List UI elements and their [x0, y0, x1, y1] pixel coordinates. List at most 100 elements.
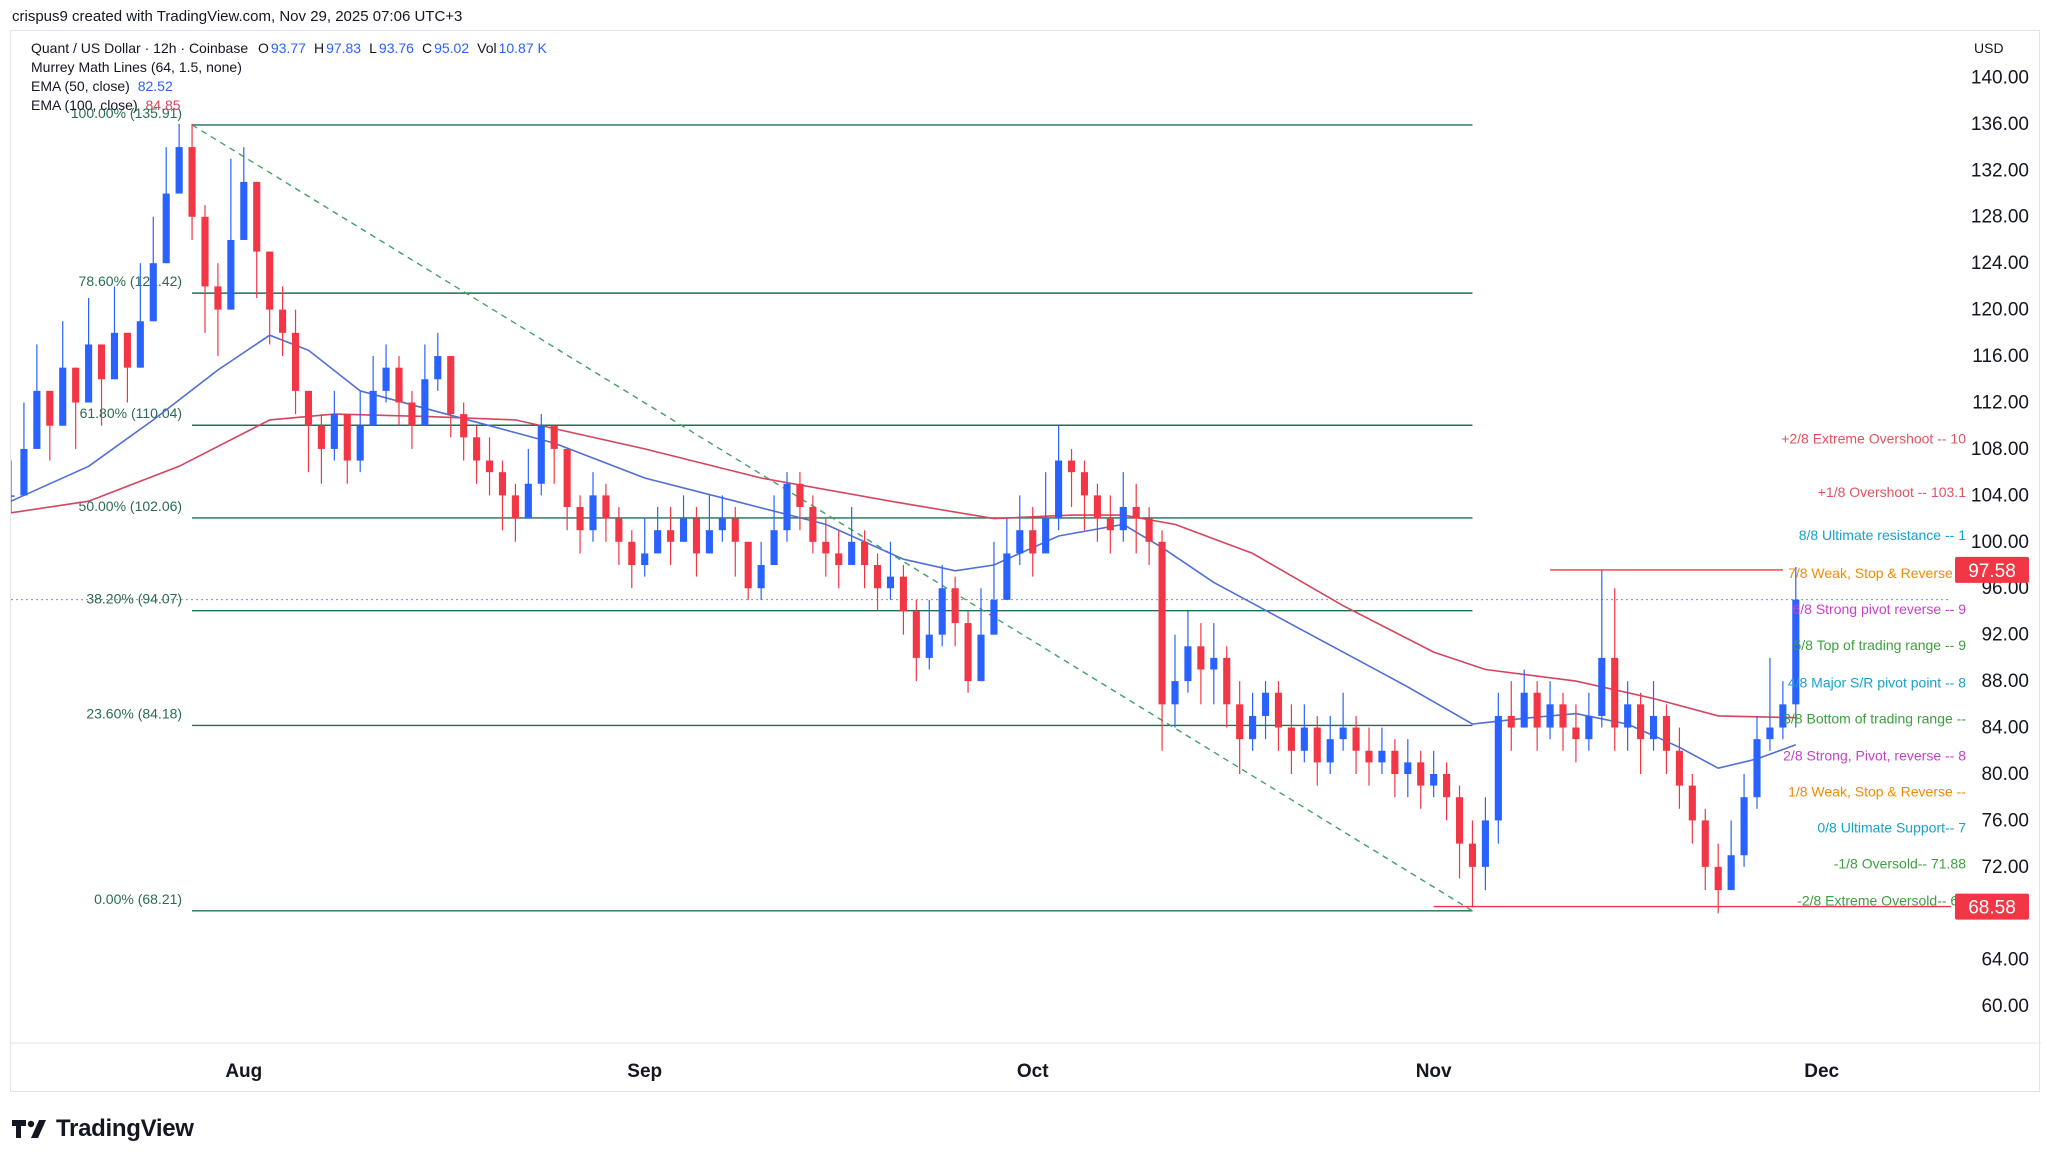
candle-body[interactable]: [201, 216, 209, 287]
candle-body[interactable]: [330, 414, 338, 449]
candle-body[interactable]: [1559, 704, 1567, 728]
candle-body[interactable]: [1455, 797, 1464, 844]
candle-body[interactable]: [382, 367, 390, 391]
candle-body[interactable]: [899, 576, 907, 612]
candle-body[interactable]: [240, 181, 248, 240]
candle-body[interactable]: [1507, 715, 1515, 728]
candle-body[interactable]: [1546, 704, 1554, 728]
candle-body[interactable]: [1339, 727, 1347, 740]
legend-ema100-row[interactable]: EMA (100, close) 84.85: [31, 97, 181, 113]
candle-body[interactable]: [1313, 727, 1321, 763]
candle-body[interactable]: [343, 414, 351, 461]
candle-body[interactable]: [1637, 704, 1645, 740]
candle-body[interactable]: [1067, 460, 1076, 473]
candle-body[interactable]: [1766, 727, 1774, 740]
candle-body[interactable]: [1494, 715, 1502, 821]
candle-body[interactable]: [1585, 715, 1593, 740]
symbol-label[interactable]: Quant / US Dollar · 12h · Coinbase: [31, 40, 249, 56]
candle-body[interactable]: [731, 518, 739, 542]
candle-body[interactable]: [861, 541, 869, 566]
candle-body[interactable]: [1184, 646, 1192, 682]
candle-body[interactable]: [628, 541, 636, 566]
candle-body[interactable]: [266, 251, 274, 310]
candle-body[interactable]: [498, 472, 507, 496]
candle-body[interactable]: [951, 588, 959, 624]
candle-body[interactable]: [1171, 681, 1179, 705]
candle-body[interactable]: [1417, 762, 1425, 786]
candle-body[interactable]: [1261, 692, 1270, 716]
candle-body[interactable]: [873, 565, 882, 589]
candle-body[interactable]: [925, 634, 933, 658]
candle-body[interactable]: [175, 147, 183, 194]
candle-body[interactable]: [1223, 657, 1231, 705]
candle-body[interactable]: [434, 356, 442, 380]
candle-body[interactable]: [1701, 820, 1709, 867]
candle-body[interactable]: [473, 437, 481, 461]
candle-body[interactable]: [317, 425, 325, 449]
candle-body[interactable]: [1714, 866, 1722, 891]
candle-body[interactable]: [1649, 715, 1658, 740]
candle-body[interactable]: [279, 309, 287, 333]
candle-body[interactable]: [835, 553, 843, 566]
candle-body[interactable]: [11, 495, 15, 497]
candle-body[interactable]: [990, 599, 998, 635]
candle-body[interactable]: [214, 286, 222, 310]
candle-body[interactable]: [1197, 646, 1205, 670]
candle-body[interactable]: [460, 414, 468, 438]
candle-body[interactable]: [447, 356, 455, 415]
candle-body[interactable]: [1274, 692, 1283, 728]
candle-body[interactable]: [1365, 750, 1373, 763]
candle-body[interactable]: [1391, 750, 1399, 774]
candle-body[interactable]: [149, 263, 157, 322]
candle-body[interactable]: [1287, 727, 1295, 751]
candle-body[interactable]: [304, 390, 313, 426]
candle-body[interactable]: [848, 541, 856, 566]
legend-ema50-row[interactable]: EMA (50, close) 82.52: [31, 78, 173, 94]
candle-body[interactable]: [1520, 692, 1528, 728]
candle-body[interactable]: [757, 565, 765, 589]
candle-body[interactable]: [783, 483, 791, 531]
candle-body[interactable]: [485, 460, 494, 473]
candle-body[interactable]: [692, 518, 701, 554]
candle-body[interactable]: [1145, 518, 1153, 542]
tradingview-logo[interactable]: TradingView: [12, 1115, 194, 1143]
chart-panel[interactable]: 60.0064.0068.0072.0076.0080.0084.0088.00…: [10, 30, 2041, 1092]
candle-body[interactable]: [1740, 797, 1748, 856]
candle-body[interactable]: [1404, 762, 1412, 774]
candle-body[interactable]: [253, 181, 261, 252]
candle-body[interactable]: [97, 344, 106, 380]
candle-body[interactable]: [822, 541, 830, 554]
candle-body[interactable]: [654, 530, 662, 554]
candle-body[interactable]: [1481, 820, 1489, 867]
candle-body[interactable]: [718, 518, 726, 531]
candle-body[interactable]: [408, 402, 416, 426]
candle-body[interactable]: [1662, 715, 1671, 751]
candle-body[interactable]: [1016, 530, 1024, 554]
candle-body[interactable]: [33, 390, 41, 449]
legend-murrey-row[interactable]: Murrey Math Lines (64, 1.5, none): [31, 59, 242, 75]
candle-body[interactable]: [1106, 518, 1114, 531]
candle-body[interactable]: [1378, 750, 1386, 763]
candle-body[interactable]: [511, 495, 519, 519]
candle-body[interactable]: [227, 239, 235, 310]
candle-body[interactable]: [1779, 704, 1787, 728]
candle-body[interactable]: [1533, 692, 1541, 728]
candle-body[interactable]: [809, 506, 817, 542]
candle-body[interactable]: [938, 588, 946, 635]
candle-body[interactable]: [679, 518, 688, 542]
candle-body[interactable]: [705, 530, 713, 554]
candle-body[interactable]: [589, 495, 597, 531]
candle-body[interactable]: [85, 344, 93, 403]
candle-body[interactable]: [641, 553, 649, 566]
candle-body[interactable]: [1443, 773, 1451, 798]
candle-body[interactable]: [162, 193, 170, 264]
candle-body[interactable]: [602, 495, 610, 519]
candle-body[interactable]: [1093, 495, 1101, 519]
candle-body[interactable]: [356, 425, 364, 461]
candle-body[interactable]: [1080, 472, 1089, 496]
candle-body[interactable]: [550, 425, 558, 449]
candle-body[interactable]: [912, 611, 920, 658]
candle-body[interactable]: [770, 530, 778, 566]
candle-body[interactable]: [615, 518, 623, 542]
candle-body[interactable]: [1352, 727, 1360, 751]
